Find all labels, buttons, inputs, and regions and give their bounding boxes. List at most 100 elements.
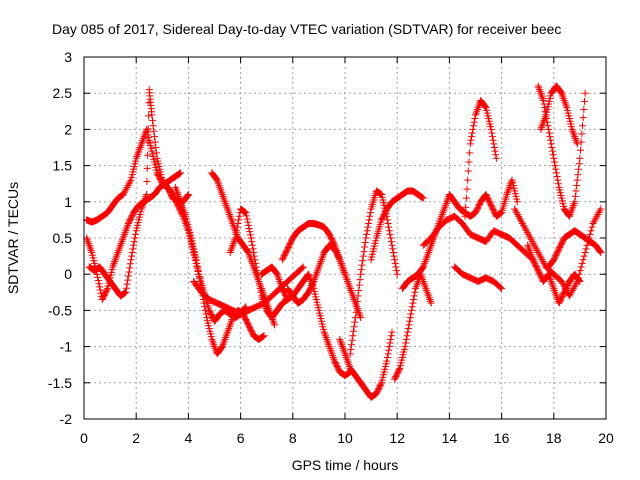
data-point [314, 267, 322, 275]
data-point [548, 279, 556, 287]
data-point [217, 187, 225, 195]
data-point [535, 86, 543, 94]
data-point [533, 247, 541, 255]
data-point [551, 288, 559, 296]
data-point [226, 321, 234, 329]
data-point [386, 339, 394, 347]
data-point [335, 254, 343, 262]
data-point [118, 238, 126, 246]
data-point [505, 185, 513, 193]
data-point [560, 95, 568, 103]
series-track-3 [83, 169, 185, 304]
data-point [357, 266, 365, 274]
data-point [420, 279, 428, 287]
data-point [406, 317, 414, 325]
data-point [246, 254, 254, 262]
data-point [421, 258, 429, 266]
data-point [391, 256, 399, 264]
data-point [544, 122, 552, 130]
data-point [556, 87, 564, 95]
data-point [246, 231, 254, 239]
data-point [149, 122, 157, 130]
data-point [336, 337, 344, 345]
data-point [176, 196, 184, 204]
data-point [226, 248, 234, 256]
data-point [365, 216, 373, 224]
data-point [244, 221, 252, 229]
data-point [123, 280, 131, 288]
data-point [255, 277, 263, 285]
data-point [323, 335, 331, 343]
data-point [137, 142, 145, 150]
data-point [342, 272, 350, 280]
data-point [532, 245, 540, 253]
data-point [119, 191, 127, 199]
data-point [345, 361, 353, 369]
data-point [134, 151, 142, 159]
data-point [490, 144, 498, 151]
data-point [323, 337, 331, 345]
data-point [505, 183, 513, 191]
data-point [513, 209, 521, 217]
data-point [349, 294, 357, 302]
data-point [468, 129, 476, 137]
data-point [95, 280, 103, 288]
data-point [229, 239, 237, 247]
series-track-17 [445, 176, 521, 220]
data-point [309, 279, 317, 287]
data-point [111, 258, 119, 266]
data-point [567, 207, 575, 215]
data-point [463, 185, 471, 193]
data-point [242, 209, 250, 217]
data-point [418, 274, 426, 282]
data-point [209, 337, 217, 345]
data-point [352, 308, 360, 316]
data-point [536, 252, 544, 260]
data-point [135, 147, 143, 155]
data-point [438, 212, 446, 220]
data-point [135, 145, 143, 153]
data-point [225, 209, 233, 217]
data-point [132, 230, 140, 238]
data-point [466, 140, 474, 148]
data-point [124, 272, 132, 280]
data-point [425, 294, 433, 302]
data-point [112, 254, 120, 262]
data-point [419, 276, 427, 284]
data-point [214, 180, 222, 188]
data-point [504, 187, 512, 195]
data-point [593, 212, 601, 220]
data-point [200, 299, 208, 307]
data-point [404, 325, 412, 332]
data-point [377, 380, 385, 388]
data-point [318, 256, 326, 264]
data-point [316, 259, 324, 267]
data-point [558, 91, 566, 99]
data-point [120, 230, 128, 238]
data-point [393, 270, 401, 278]
data-point [256, 285, 264, 293]
data-point [122, 288, 130, 296]
data-point [526, 234, 534, 242]
y-tick-label: 1 [64, 194, 72, 210]
data-point [144, 138, 152, 146]
y-tick-label: 0.5 [53, 230, 73, 246]
data-point [128, 248, 136, 256]
data-point [385, 346, 393, 354]
data-point [403, 332, 411, 340]
data-point [525, 245, 533, 253]
data-point [539, 118, 547, 126]
data-point [179, 205, 187, 213]
data-point [311, 274, 319, 282]
data-point [588, 223, 596, 231]
data-point [94, 273, 102, 281]
data-point [481, 103, 489, 111]
data-point [233, 227, 241, 235]
data-point [202, 310, 210, 318]
y-tick-label: 1.5 [53, 158, 73, 174]
data-point [565, 212, 573, 220]
data-point [312, 270, 320, 278]
x-tick-label: 16 [494, 430, 510, 446]
data-point [139, 134, 147, 142]
data-point [554, 176, 562, 184]
